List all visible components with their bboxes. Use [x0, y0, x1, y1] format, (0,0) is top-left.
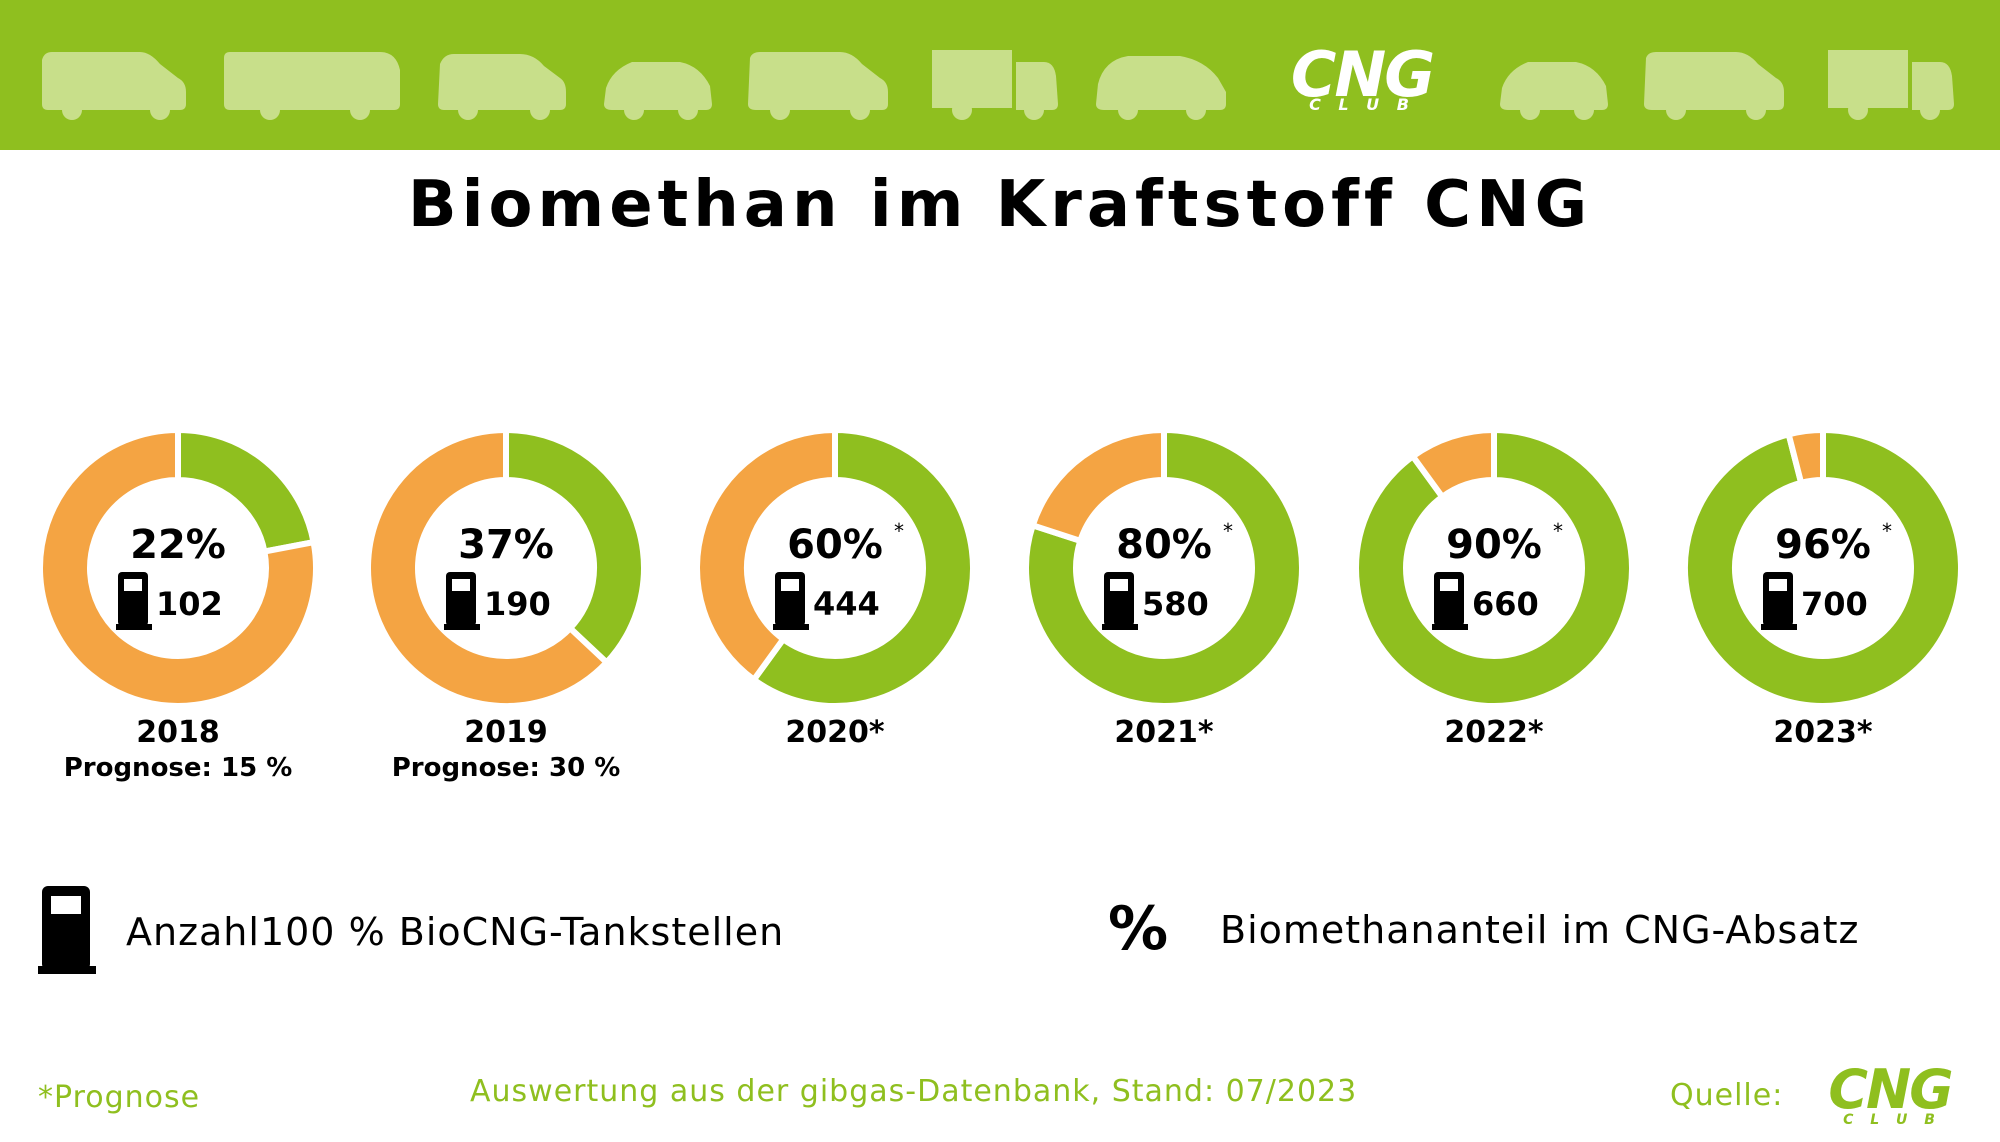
percent-icon: %	[1108, 894, 1169, 964]
station-count-2022: 660	[1472, 585, 1539, 623]
slice-biomethane-2022	[1353, 426, 1635, 709]
slice-biomethane-2018	[175, 426, 318, 556]
svg-text:C L U B: C L U B	[1843, 1112, 1941, 1128]
donut-2021: 80% * 580 2021*	[1023, 426, 1305, 750]
forecast-note-2019: Prognose: 30 %	[392, 753, 621, 783]
fuel-pump-icon	[38, 886, 96, 974]
fuel-pump-icon	[1102, 572, 1138, 630]
slice-biomethane-2019	[503, 426, 647, 667]
slice-biomethane-2021	[1023, 426, 1305, 709]
fuel-pump-icon	[1432, 572, 1468, 630]
station-count-2019: 190	[484, 585, 551, 623]
percent-label-2022: 90%	[1446, 522, 1542, 568]
source-note: Auswertung aus der gibgas-Datenbank, Sta…	[470, 1074, 1358, 1109]
forecast-note: *Prognose	[38, 1080, 201, 1115]
forecast-note-2018: Prognose: 15 %	[64, 753, 293, 783]
source-logo: CNG C L U B	[1828, 1058, 1953, 1128]
svg-text:CNG: CNG	[1828, 1058, 1951, 1121]
donut-2022: 90% * 660 2022*	[1353, 426, 1635, 750]
slice-other-2021	[1028, 426, 1167, 545]
fuel-pump-icon	[773, 572, 809, 630]
forecast-marker-2023: *	[1882, 519, 1892, 543]
fuel-pump-icon	[444, 572, 480, 630]
slice-other-2022	[1408, 426, 1497, 501]
legend-stations: Anzahl100 % BioCNG-Tankstellen	[38, 886, 938, 986]
svg-text:CNG: CNG	[1291, 38, 1433, 111]
donut-2020: 60% * 444 2020*	[694, 426, 976, 750]
percent-label-2023: 96%	[1775, 522, 1871, 568]
legend-stations-label: Anzahl100 % BioCNG-Tankstellen	[126, 910, 785, 954]
svg-text:C L U B: C L U B	[1309, 95, 1415, 114]
slice-other-2018	[37, 426, 319, 709]
year-label-2018: 2018	[136, 715, 220, 750]
year-label-2019: 2019	[464, 715, 548, 750]
slice-other-2020	[694, 426, 838, 684]
slice-other-2019	[365, 426, 611, 709]
station-count-2023: 700	[1801, 585, 1868, 623]
percent-label-2021: 80%	[1116, 522, 1212, 568]
header-banner: CNG C L U B	[0, 0, 2000, 150]
station-count-2018: 102	[156, 585, 223, 623]
forecast-marker-2020: *	[894, 519, 904, 543]
cng-club-logo: CNG C L U B	[1291, 38, 1435, 114]
slice-biomethane-2020	[749, 426, 976, 709]
percent-label-2020: 60%	[787, 522, 883, 568]
station-count-2021: 580	[1142, 585, 1209, 623]
year-label-2022: 2022*	[1444, 715, 1543, 750]
donut-2023: 96% * 700 2023*	[1682, 426, 1964, 750]
fuel-pump-icon	[116, 572, 152, 630]
forecast-marker-2021: *	[1223, 519, 1233, 543]
fuel-pump-icon	[1761, 572, 1797, 630]
station-count-2020: 444	[813, 585, 880, 623]
year-label-2020: 2020*	[785, 715, 884, 750]
vehicle-silhouettes	[42, 50, 1954, 120]
forecast-marker-2022: *	[1553, 519, 1563, 543]
slice-biomethane-2023	[1682, 426, 1964, 709]
legend-percent-label: Biomethananteil im CNG-Absatz	[1220, 908, 1860, 952]
year-label-2021: 2021*	[1114, 715, 1213, 750]
legend-percent: % Biomethananteil im CNG-Absatz	[1108, 894, 1988, 970]
percent-label-2018: 22%	[130, 522, 226, 568]
percent-label-2019: 37%	[458, 522, 554, 568]
source-label: Quelle:	[1670, 1078, 1784, 1113]
slice-other-2023	[1785, 426, 1826, 487]
year-label-2023: 2023*	[1773, 715, 1872, 750]
page-title: Biomethan im Kraftstoff CNG	[407, 168, 1593, 242]
